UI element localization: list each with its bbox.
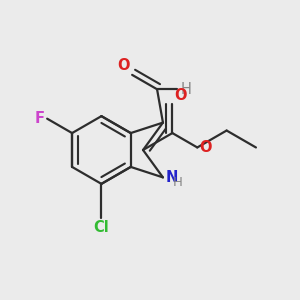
Text: O: O: [200, 140, 212, 155]
Text: H: H: [173, 176, 182, 189]
Text: N: N: [165, 170, 178, 185]
Text: Cl: Cl: [94, 220, 109, 235]
Text: O: O: [174, 88, 186, 103]
Text: H: H: [181, 82, 192, 97]
Text: F: F: [34, 111, 44, 126]
Text: O: O: [117, 58, 130, 74]
